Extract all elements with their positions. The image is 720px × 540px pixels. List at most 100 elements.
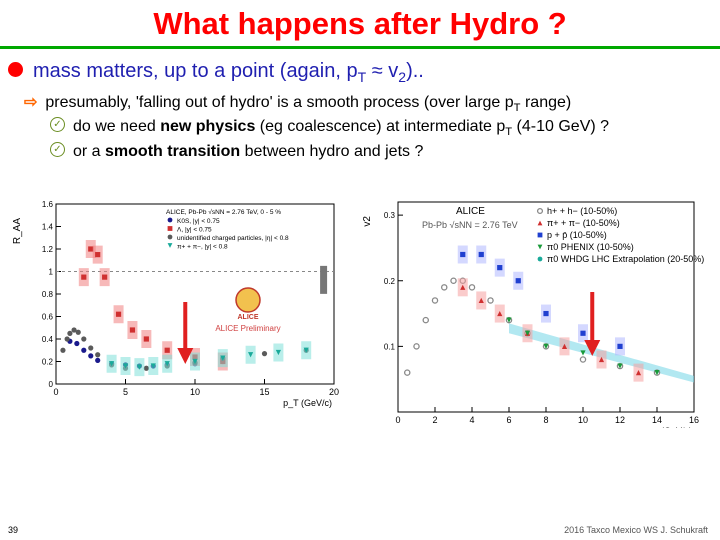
data-point [543, 310, 549, 317]
data-point [413, 343, 420, 350]
y-tick-label: 1 [49, 268, 54, 277]
arrow-marker-head-icon [584, 340, 601, 356]
legend-entry: π+ + π− (10-50%) [547, 218, 620, 228]
title-rule [0, 46, 720, 49]
x-axis-label: pt (GeV/c) [651, 426, 692, 428]
bullet3-pre: do we need [73, 118, 161, 135]
bullet1-approx: ≈ v [366, 60, 399, 82]
bullet1-sub: T [357, 69, 367, 85]
arrow-marker-head-icon [177, 348, 194, 364]
y-axis-label: R_AA [12, 218, 23, 244]
data-point [60, 347, 66, 353]
data-point [404, 369, 411, 376]
x-tick-label: 14 [652, 415, 662, 425]
data-point [506, 317, 512, 323]
page-number: 39 [8, 525, 19, 535]
data-point [441, 284, 448, 291]
data-point [654, 370, 660, 376]
data-point [303, 347, 309, 353]
bullet-level1: mass matters, up to a point (again, pT ≈… [8, 60, 424, 85]
data-point [422, 316, 430, 324]
data-point [88, 345, 94, 351]
x-tick-label: 15 [259, 387, 269, 397]
data-point [71, 327, 77, 333]
chart-annotation: Pb-Pb √sNN = 2.76 TeV [422, 220, 518, 230]
y-tick-label: 0.8 [42, 290, 54, 299]
data-point [478, 251, 484, 258]
chart-annotation: ALICE [456, 206, 485, 217]
legend-entry: π0 PHENIX (10-50%) [547, 242, 634, 252]
legend-entry: p + p̄ (10-50%) [547, 230, 607, 240]
x-tick-label: 12 [615, 415, 625, 425]
data-point [580, 350, 586, 356]
data-point [497, 265, 503, 271]
bullet3-mid: (eg coalescence) at intermediate p [255, 118, 506, 135]
alice-logo-text: ALICE [238, 314, 259, 321]
data-point [524, 330, 531, 336]
normalization-box [320, 265, 328, 294]
check-bullet-icon: ✓ [50, 117, 65, 133]
check-bullet-icon: ✓ [50, 142, 65, 158]
data-point [122, 363, 129, 369]
data-point [497, 310, 503, 317]
data-point [635, 370, 642, 376]
data-point [275, 349, 281, 356]
bullet1-text: mass matters, up to a point (again, p [33, 60, 358, 82]
legend-entry: Λ, |y| < 0.75 [177, 227, 212, 234]
x-tick-label: 10 [190, 387, 200, 397]
data-point [74, 340, 80, 347]
y-tick-label: 0.2 [42, 358, 54, 367]
bullet-level3-a: ✓ do we need new physics (eg coalescence)… [50, 117, 610, 139]
bullet3-sub: T [505, 126, 513, 139]
legend-entry: K0S, |y| < 0.75 [177, 218, 220, 225]
y-tick-label: 0 [49, 380, 54, 389]
y-tick-label: 0.2 [384, 277, 396, 286]
data-point [67, 330, 73, 336]
data-point [487, 297, 494, 304]
data-point [617, 343, 623, 349]
legend-header: ALICE, Pb-Pb √sNN = 2.76 TeV, 0 - 5 % [166, 208, 281, 216]
x-tick-label: 8 [543, 415, 548, 425]
x-tick-label: 0 [395, 415, 400, 425]
data-point [579, 356, 587, 363]
data-point [102, 274, 108, 280]
footer-credit: 2016 Taxco Mexico WS J. Schukraft [564, 525, 708, 535]
y-axis-label: v2 [362, 216, 373, 227]
data-point [81, 347, 87, 353]
bullet3-post: (4-10 GeV) ? [512, 118, 610, 135]
data-point [164, 347, 170, 353]
legend-entry: h+ + h− (10-50%) [547, 206, 617, 216]
data-point [598, 356, 605, 363]
x-tick-label: 10 [578, 415, 588, 425]
legend-marker [537, 256, 543, 262]
data-point [450, 277, 457, 285]
y-tick-label: 0.6 [42, 313, 54, 322]
x-axis-label: p_T (GeV/c) [283, 398, 332, 408]
x-tick-label: 4 [469, 415, 474, 425]
x-tick-label: 20 [329, 387, 339, 397]
bullet4-post: between hydro and jets ? [240, 143, 424, 160]
y-tick-label: 1.6 [42, 200, 54, 209]
data-point [88, 246, 94, 252]
x-tick-label: 6 [506, 415, 511, 425]
data-point [129, 327, 136, 333]
bullet-dot-icon [8, 62, 23, 78]
bullet2-pre: presumably, 'falling out of hydro' is a … [45, 94, 514, 111]
preliminary-watermark: ALICE Preliminary [215, 324, 280, 333]
data-point [164, 361, 170, 367]
data-point [75, 329, 81, 335]
alice-logo-icon [235, 287, 261, 313]
y-tick-label: 1.2 [42, 245, 54, 254]
bullet2-post: range) [520, 94, 572, 111]
legend-entry: π0 WHDG LHC Extrapolation (20-50%) [547, 254, 704, 264]
bullet-level3-b: ✓ or a smooth transition between hydro an… [50, 142, 424, 161]
arrow-bullet-icon: ⇨ [24, 94, 38, 111]
bullet2-sub: T [513, 102, 521, 115]
bullet1-tail: ).. [406, 60, 424, 82]
y-tick-label: 0.4 [42, 335, 54, 344]
data-point [261, 351, 268, 357]
data-point [81, 274, 87, 280]
x-tick-label: 0 [53, 387, 58, 397]
bullet3-bold: new physics [160, 118, 256, 135]
data-point [95, 357, 101, 363]
